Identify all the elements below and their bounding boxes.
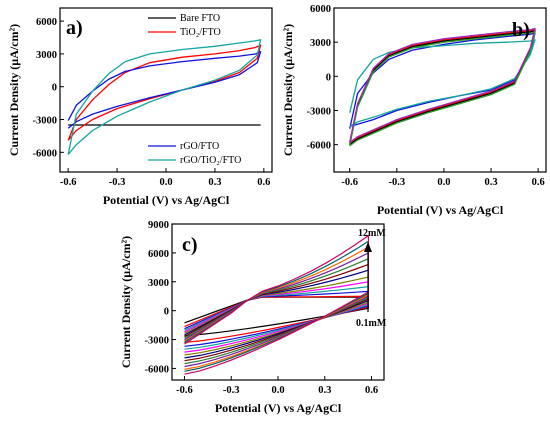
panel-b-ytick-label: 0 xyxy=(326,72,331,83)
panel-c-label: c) xyxy=(182,234,198,256)
panel-b-xlabel: Potential (V) vs Ag/AgCl xyxy=(377,203,504,217)
panel-b-series-5 xyxy=(349,27,536,143)
panel-c-series-12 xyxy=(184,235,369,375)
panel-a-ytick-label: 3000 xyxy=(36,50,57,61)
panel-a-xtick-label: 0.6 xyxy=(257,177,270,188)
panel-b-xtick-label: -0.6 xyxy=(341,177,358,188)
panel-a-label: a) xyxy=(66,17,83,39)
panel-b-series-0 xyxy=(349,32,536,129)
panel-c: -0.6 -0.3 0.0 0.3 0.6 9000 6000 3000 0 -3000 -6000… xyxy=(119,220,387,415)
panel-c-xtick-label: 0.0 xyxy=(271,385,284,396)
panel-c-xlabel: Potential (V) vs Ag/AgCl xyxy=(215,401,342,415)
panel-a-xlabel: Potential (V) vs Ag/AgCl xyxy=(103,193,230,207)
panel-b-series-1 xyxy=(349,39,536,127)
panel-b-frame xyxy=(333,7,547,173)
panel-a-xtick-label: 0.3 xyxy=(208,177,221,188)
panel-c-ytick-label: -6000 xyxy=(145,364,170,375)
panel-a-series-1 xyxy=(67,44,262,141)
panel-c-xtick-label: 0.3 xyxy=(318,385,331,396)
panel-b-xtick-label: 0.3 xyxy=(484,177,497,188)
annotation-0-1mm: 0.1mM xyxy=(356,318,387,329)
panel-a-xtick-label: 0.0 xyxy=(159,177,172,188)
panel-b-ylabel: Current Density (µA/cm²) xyxy=(281,24,295,156)
panel-a-ytick-label: 0 xyxy=(52,83,57,94)
panel-a-xtick-label: -0.6 xyxy=(60,177,77,188)
panel-b-ytick-label: 3000 xyxy=(310,38,331,49)
panel-c-xtick-label: 0.6 xyxy=(365,385,378,396)
panel-a-ylabel: Current Density (µA/cm²) xyxy=(7,24,21,156)
panel-a-series-3 xyxy=(67,39,262,155)
panel-b-ytick-label: -3000 xyxy=(307,107,332,118)
panel-c-ytick-label: -3000 xyxy=(145,336,170,347)
panel-c-ytick-label: 6000 xyxy=(148,249,169,260)
panel-b-xtick-label: 0.6 xyxy=(532,177,545,188)
panel-c-ylabel: Current Density (µA/cm²) xyxy=(119,236,133,368)
panel-b-label: b) xyxy=(512,19,530,41)
panel-a-xtick-label: -0.3 xyxy=(109,177,126,188)
arrow-head-icon xyxy=(364,242,372,252)
legend-label-rgo-tio2-fto: rGO/TiO₂/FTO xyxy=(180,155,241,166)
panel-b-ytick-label: 6000 xyxy=(310,4,331,15)
panel-c-ytick-label: 9000 xyxy=(148,220,169,231)
panel-a-ytick-label: -6000 xyxy=(33,148,58,159)
annotation-12mm: 12mM xyxy=(358,228,386,239)
panel-b-ytick-label: -6000 xyxy=(307,141,332,152)
panel-c-xtick-label: -0.6 xyxy=(176,385,193,396)
legend-label-bare-fto: Bare FTO xyxy=(180,13,220,24)
panel-c-ytick-label: 3000 xyxy=(148,278,169,289)
legend-label-rgo-fto: rGO/FTO xyxy=(180,141,219,152)
panel-a-ytick-label: 6000 xyxy=(36,17,57,28)
panel-b-series-4 xyxy=(349,31,536,147)
panel-b-xtick-label: -0.3 xyxy=(389,177,406,188)
panel-b-xtick-label: 0.0 xyxy=(437,177,450,188)
panel-c-series-11 xyxy=(184,240,369,372)
panel-c-xtick-label: -0.3 xyxy=(223,385,240,396)
panel-c-ytick-label: 0 xyxy=(164,307,169,318)
panel-a-ytick-label: -3000 xyxy=(33,116,58,127)
legend-label-tio2-fto: TiO₂/FTO xyxy=(180,27,221,38)
